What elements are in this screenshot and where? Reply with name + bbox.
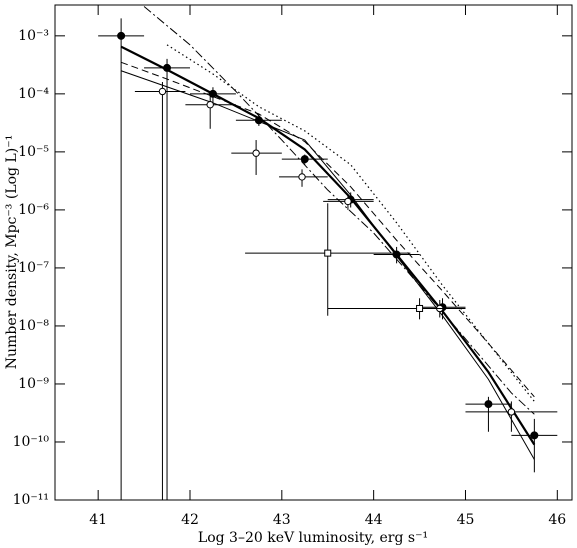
data-point [208, 89, 217, 98]
data-point [416, 304, 424, 312]
data-point [507, 408, 516, 416]
y-tick-label: 10⁻³ [18, 28, 49, 44]
y-axis-label: Number density, Mpc⁻³ (Log L)⁻¹ [4, 135, 20, 369]
plot-frame [54, 4, 573, 501]
y-tick-label: 10⁻⁸ [18, 318, 49, 334]
x-tick-label: 46 [548, 512, 566, 528]
x-axis-label: Log 3–20 keV luminosity, erg s⁻¹ [198, 530, 428, 546]
x-tick-label: 43 [273, 512, 291, 528]
data-point [252, 149, 260, 157]
data-point [206, 101, 214, 109]
data-point [158, 87, 167, 96]
data-point [344, 197, 352, 206]
y-tick-label: 10⁻⁶ [18, 202, 49, 218]
model-curve [120, 70, 535, 460]
data-point [300, 155, 309, 164]
data-point [484, 400, 493, 409]
data-point [324, 249, 332, 257]
x-tick-label: 42 [181, 512, 199, 528]
y-tick-label: 10⁻⁷ [18, 260, 49, 276]
y-tick-label: 10⁻⁴ [18, 86, 49, 102]
data-point [163, 63, 172, 72]
x-tick-label: 44 [365, 512, 383, 528]
model-curve [143, 6, 535, 415]
y-tick-label: 10⁻¹¹ [13, 492, 49, 508]
model-curve [120, 45, 536, 446]
y-tick-label: 10⁻¹⁰ [13, 434, 50, 450]
model-curve [166, 44, 535, 402]
y-tick-label: 10⁻⁹ [18, 376, 49, 392]
data-point [530, 431, 539, 440]
data-point [254, 116, 263, 125]
data-point [298, 173, 306, 181]
data-point [392, 250, 401, 259]
y-tick-label: 10⁻⁵ [18, 144, 49, 160]
data-point [117, 31, 126, 40]
x-tick-label: 45 [457, 512, 475, 528]
model-curve [120, 61, 535, 398]
x-tick-label: 41 [89, 512, 107, 528]
